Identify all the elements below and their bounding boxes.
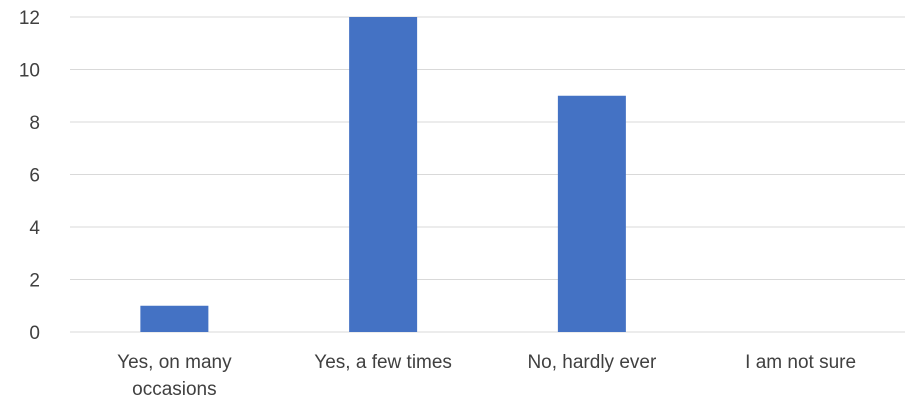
y-tick-label: 0 bbox=[29, 323, 40, 344]
y-tick-label: 10 bbox=[19, 61, 40, 82]
x-category-label: Yes, on many bbox=[117, 352, 232, 373]
x-axis-labels: Yes, on many occasions Yes, a few times No,… bbox=[117, 352, 856, 400]
bars bbox=[140, 17, 626, 332]
y-tick-label: 2 bbox=[29, 271, 40, 292]
x-category-label: occasions bbox=[132, 379, 217, 400]
x-category-label: Yes, a few times bbox=[314, 352, 452, 373]
bar-2 bbox=[557, 95, 626, 332]
gridlines bbox=[70, 16, 905, 333]
x-category-label: No, hardly ever bbox=[527, 352, 657, 373]
y-tick-label: 12 bbox=[19, 8, 40, 29]
y-axis-ticks: 0 2 4 6 8 10 12 bbox=[19, 8, 41, 344]
y-tick-label: 4 bbox=[29, 218, 40, 239]
y-tick-label: 6 bbox=[29, 166, 40, 187]
bar-0 bbox=[140, 305, 209, 332]
x-category-label: I am not sure bbox=[745, 352, 856, 373]
y-tick-label: 8 bbox=[29, 113, 40, 134]
bar-1 bbox=[349, 17, 418, 332]
